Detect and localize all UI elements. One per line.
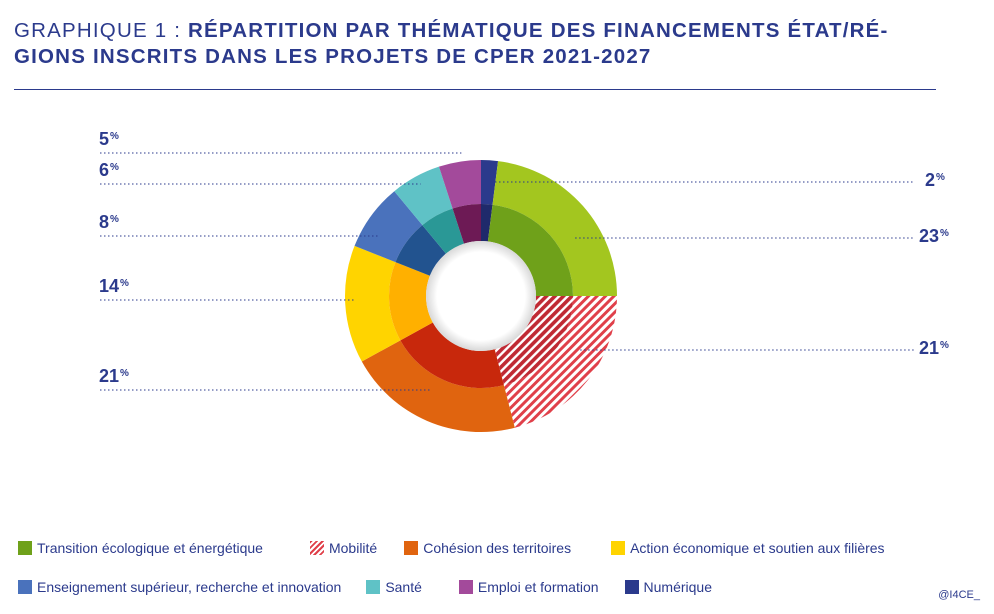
legend-swatch [458, 580, 473, 594]
data-label-action-economique-et-soutien-aux-filieres: 14% [99, 276, 129, 296]
data-label-enseignement-superieur-recherche-et-innovation: 8% [99, 212, 119, 232]
data-label-percent: % [110, 214, 119, 225]
slice-inner-sante [422, 208, 465, 254]
slice-emploi-et-formation [438, 160, 481, 209]
data-label-percent: % [940, 228, 949, 239]
data-label-value: 6 [99, 160, 110, 180]
legend-swatch [309, 541, 324, 555]
legend-swatch [366, 580, 381, 594]
data-label-value: 21 [99, 366, 120, 386]
slice-action-economique-et-soutien-aux-filieres [345, 245, 401, 362]
data-label-emploi-et-formation: 5% [99, 129, 119, 149]
data-label-percent: % [120, 278, 129, 289]
slice-transition-ecologique-et-energetique [492, 161, 617, 296]
data-label-percent: % [110, 162, 119, 173]
legend-label: Enseignement supérieur, recherche et inn… [37, 579, 342, 595]
slice-inner-cohesion-des-territoires [400, 322, 504, 388]
data-label-value: 2 [925, 170, 936, 190]
legend-swatch [624, 580, 639, 594]
data-label-value: 5 [99, 129, 110, 149]
title-divider [14, 89, 936, 90]
legend-item-enseignement-superieur-recherche-et-innovation: Enseignement supérieur, recherche et inn… [18, 579, 341, 595]
data-label-percent: % [110, 131, 119, 142]
legend-label: Cohésion des territoires [423, 540, 572, 556]
data-label-percent: % [940, 340, 949, 351]
data-label-value: 23 [919, 226, 940, 246]
slice-numerique [481, 160, 499, 205]
legend-row-2: Enseignement supérieur, recherche et inn… [18, 579, 712, 595]
legend-swatch [18, 580, 32, 594]
legend-swatch [18, 541, 32, 555]
legend-label: Mobilité [328, 540, 378, 556]
data-label-numerique: 2% [925, 170, 945, 190]
data-label-cohesion-des-territoires: 21% [99, 366, 129, 386]
data-label-transition-ecologique-et-energetique: 23% [919, 226, 949, 246]
legend-label: Emploi et formation [477, 579, 599, 595]
legend-label: Action économique et soutien aux filière… [630, 540, 885, 556]
legend-item-sante: Santé [366, 579, 422, 595]
slice-inner-enseignement-superieur-recherche-et-innovation [395, 225, 446, 276]
legend-label: Transition écologique et énergétique [37, 540, 263, 556]
legend-item-action-economique-et-soutien-aux-filieres: Action économique et soutien aux filière… [611, 540, 885, 556]
slice-inner-emploi-et-formation [452, 204, 481, 244]
slice-inner-action-economique-et-soutien-aux-filieres [389, 262, 433, 341]
slice-inner-numerique [481, 204, 493, 242]
slice-mobilite [503, 296, 617, 428]
legend-item-emploi-et-formation: Emploi et formation [458, 579, 599, 595]
data-label-percent: % [120, 368, 129, 379]
donut-hole [426, 241, 536, 351]
chart-title-prefix: GRAPHIQUE 1 : [14, 19, 189, 42]
slice-enseignement-superieur-recherche-et-innovation [354, 191, 423, 263]
credit-text: @I4CE_ [938, 589, 980, 601]
legend-item-transition-ecologique-et-energetique: Transition écologique et énergétique [18, 540, 263, 556]
data-label-value: 21 [919, 338, 940, 358]
legend-row-1: Transition écologique et énergétique Mobi… [18, 540, 885, 556]
data-label-mobilite: 21% [919, 338, 949, 358]
legend-item-mobilite: Mobilité [309, 540, 378, 556]
chart-title: GRAPHIQUE 1 : RÉPARTITION PAR THÉMATIQUE… [14, 18, 944, 70]
slice-inner-transition-ecologique-et-energetique [487, 204, 573, 296]
data-label-value: 14 [99, 276, 120, 296]
slice-inner-mobilite [494, 296, 573, 386]
legend-item-cohesion-des-territoires: Cohésion des territoires [404, 540, 571, 556]
data-label-percent: % [936, 172, 945, 183]
chart-title-main: RÉPARTITION PAR THÉMATIQUE DES FINANCEME… [14, 19, 889, 68]
slice-cohesion-des-territoires [361, 340, 515, 433]
data-label-sante: 6% [99, 160, 119, 180]
legend-swatch [611, 541, 626, 555]
legend-label: Santé [385, 579, 422, 595]
legend-item-numerique: Numérique [624, 579, 712, 595]
data-label-value: 8 [99, 212, 110, 232]
legend-swatch [404, 541, 419, 555]
slice-sante [394, 166, 453, 226]
legend-label: Numérique [643, 579, 712, 595]
